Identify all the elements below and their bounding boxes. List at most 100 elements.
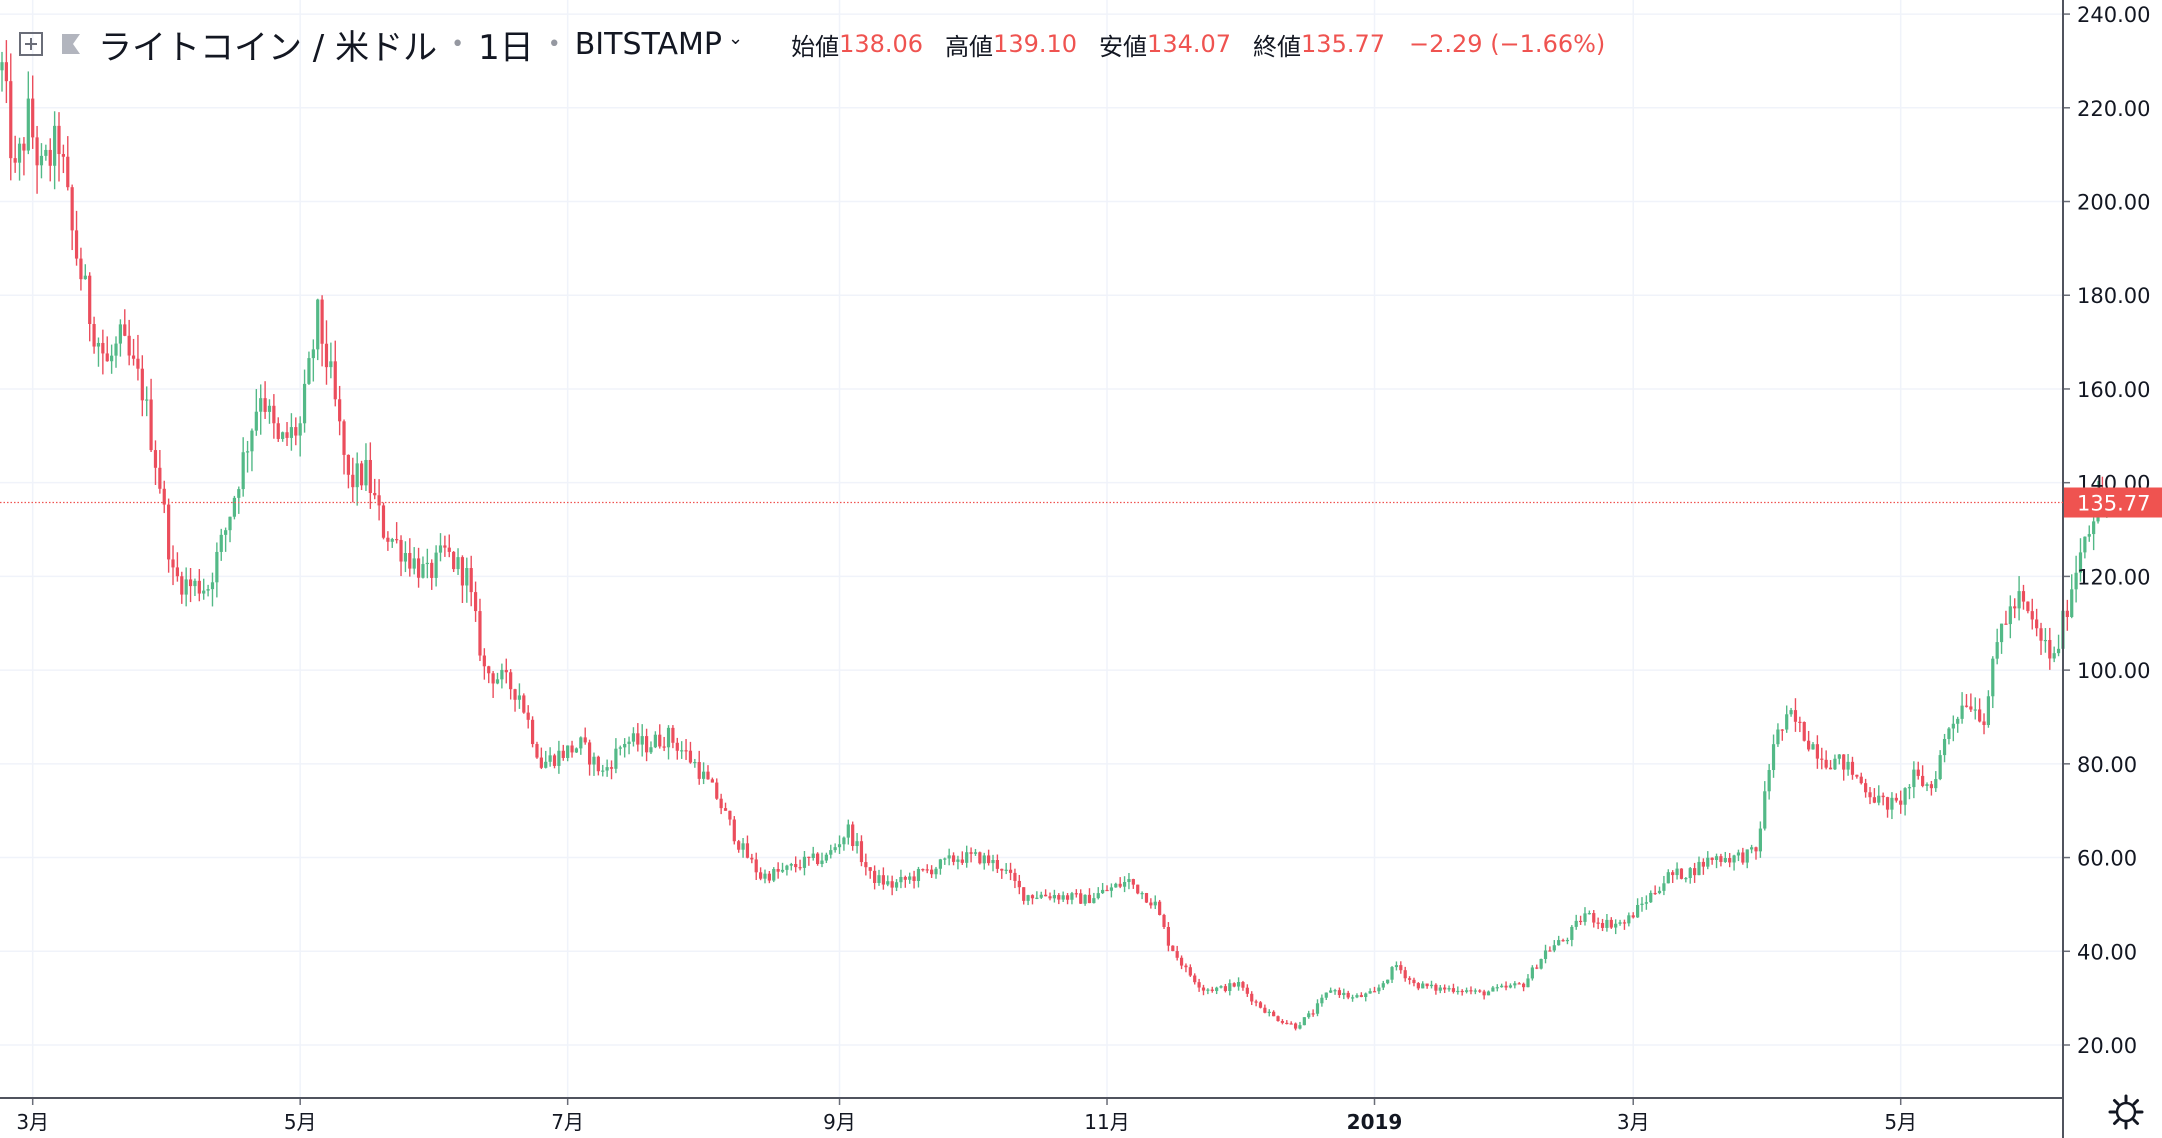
expand-icon[interactable] bbox=[18, 31, 44, 57]
candle-body bbox=[1307, 1013, 1310, 1017]
candle-body bbox=[1553, 945, 1556, 950]
candle-body bbox=[294, 427, 297, 435]
candle-body bbox=[264, 398, 267, 412]
candle-body bbox=[803, 857, 806, 868]
candle-body bbox=[1246, 988, 1249, 994]
candle-body bbox=[1057, 895, 1060, 900]
candle-body bbox=[702, 772, 705, 779]
candle-body bbox=[1430, 985, 1433, 986]
candle-body bbox=[71, 187, 74, 230]
flag-icon[interactable] bbox=[58, 31, 84, 57]
candle-body bbox=[601, 771, 604, 772]
candle-body bbox=[1338, 990, 1341, 995]
chevron-down-icon[interactable]: ⌄ bbox=[728, 28, 743, 49]
candle-body bbox=[1443, 988, 1446, 990]
candle-body bbox=[1176, 951, 1179, 958]
candle-body bbox=[961, 860, 964, 863]
candle-body bbox=[965, 852, 968, 863]
candle-body bbox=[79, 259, 82, 280]
candle-body bbox=[948, 855, 951, 858]
candle-body bbox=[855, 841, 858, 846]
candle-body bbox=[1772, 744, 1775, 770]
candle-body bbox=[1746, 849, 1749, 862]
candle-body bbox=[641, 736, 644, 744]
y-tick-label: 20.00 bbox=[2077, 1034, 2137, 1058]
candle-body bbox=[509, 672, 512, 689]
candle-body bbox=[220, 535, 223, 552]
candle-body bbox=[198, 581, 201, 594]
candle-body bbox=[299, 423, 302, 435]
candle-body bbox=[492, 673, 495, 683]
candle-body bbox=[176, 567, 179, 576]
candle-body bbox=[1180, 958, 1183, 966]
candle-body bbox=[66, 157, 69, 187]
candle-body bbox=[518, 695, 521, 699]
candle-body bbox=[956, 860, 959, 862]
candle-body bbox=[676, 743, 679, 751]
candle-body bbox=[1540, 959, 1543, 969]
candle-body bbox=[1803, 722, 1806, 741]
candle-body bbox=[531, 720, 534, 744]
candle-body bbox=[1649, 893, 1652, 902]
candle-body bbox=[18, 144, 21, 163]
candle-body bbox=[1233, 983, 1236, 986]
candle-body bbox=[794, 864, 797, 867]
candle-body bbox=[562, 751, 565, 758]
candle-body bbox=[908, 876, 911, 879]
candle-body bbox=[1566, 940, 1569, 941]
interval-label[interactable]: 1日 bbox=[478, 20, 534, 69]
candle-body bbox=[557, 751, 560, 766]
candle-body bbox=[1579, 921, 1582, 922]
candle-body bbox=[1219, 986, 1222, 987]
candle-body bbox=[1667, 872, 1670, 883]
candle-body bbox=[145, 399, 148, 400]
candle-body bbox=[654, 735, 657, 748]
candle-body bbox=[1123, 882, 1126, 887]
candle-body bbox=[478, 611, 481, 655]
candle-body bbox=[1715, 856, 1718, 860]
candle-body bbox=[513, 689, 516, 700]
candle-body bbox=[1846, 762, 1849, 770]
settings-gear-icon[interactable] bbox=[2108, 1094, 2144, 1130]
candle-body bbox=[869, 867, 872, 871]
candle-body bbox=[636, 733, 639, 744]
candle-body bbox=[825, 855, 828, 861]
candle-body bbox=[2066, 611, 2069, 617]
candle-body bbox=[1662, 883, 1665, 891]
close-label: 終値 bbox=[1253, 27, 1301, 62]
candle-body bbox=[886, 881, 889, 884]
candle-body bbox=[1548, 950, 1551, 951]
candle-body bbox=[1697, 862, 1700, 875]
x-tick-label: 11月 bbox=[1084, 1110, 1129, 1134]
candle-body bbox=[1842, 754, 1845, 769]
candle-body bbox=[1969, 706, 1972, 709]
candle-body bbox=[584, 737, 587, 742]
candle-body bbox=[882, 875, 885, 884]
candle-body bbox=[1097, 893, 1100, 898]
candle-body bbox=[1417, 983, 1420, 988]
candle-body bbox=[141, 369, 144, 401]
candle-body bbox=[610, 767, 613, 769]
candle-body bbox=[281, 432, 284, 439]
candle-body bbox=[1066, 895, 1069, 899]
candle-body bbox=[268, 406, 271, 412]
candle-body bbox=[632, 733, 635, 741]
symbol-title[interactable]: ライトコイン / 米ドル bbox=[98, 20, 437, 69]
candle-body bbox=[2044, 640, 2047, 641]
candle-body bbox=[1154, 902, 1157, 906]
candle-body bbox=[290, 427, 293, 438]
candle-body bbox=[470, 568, 473, 592]
candle-body bbox=[1610, 920, 1613, 928]
candle-body bbox=[991, 860, 994, 863]
candle-body bbox=[1145, 893, 1148, 902]
exchange-label[interactable]: BITSTAMP bbox=[575, 27, 722, 62]
candle-body bbox=[1768, 770, 1771, 791]
candle-body bbox=[1452, 988, 1455, 992]
candle-body bbox=[1996, 642, 1999, 659]
candle-body bbox=[1855, 775, 1858, 777]
y-tick-label: 120.00 bbox=[2077, 565, 2150, 589]
candle-body bbox=[1991, 659, 1994, 697]
candle-body bbox=[2048, 640, 2051, 658]
candle-body bbox=[1522, 984, 1525, 987]
